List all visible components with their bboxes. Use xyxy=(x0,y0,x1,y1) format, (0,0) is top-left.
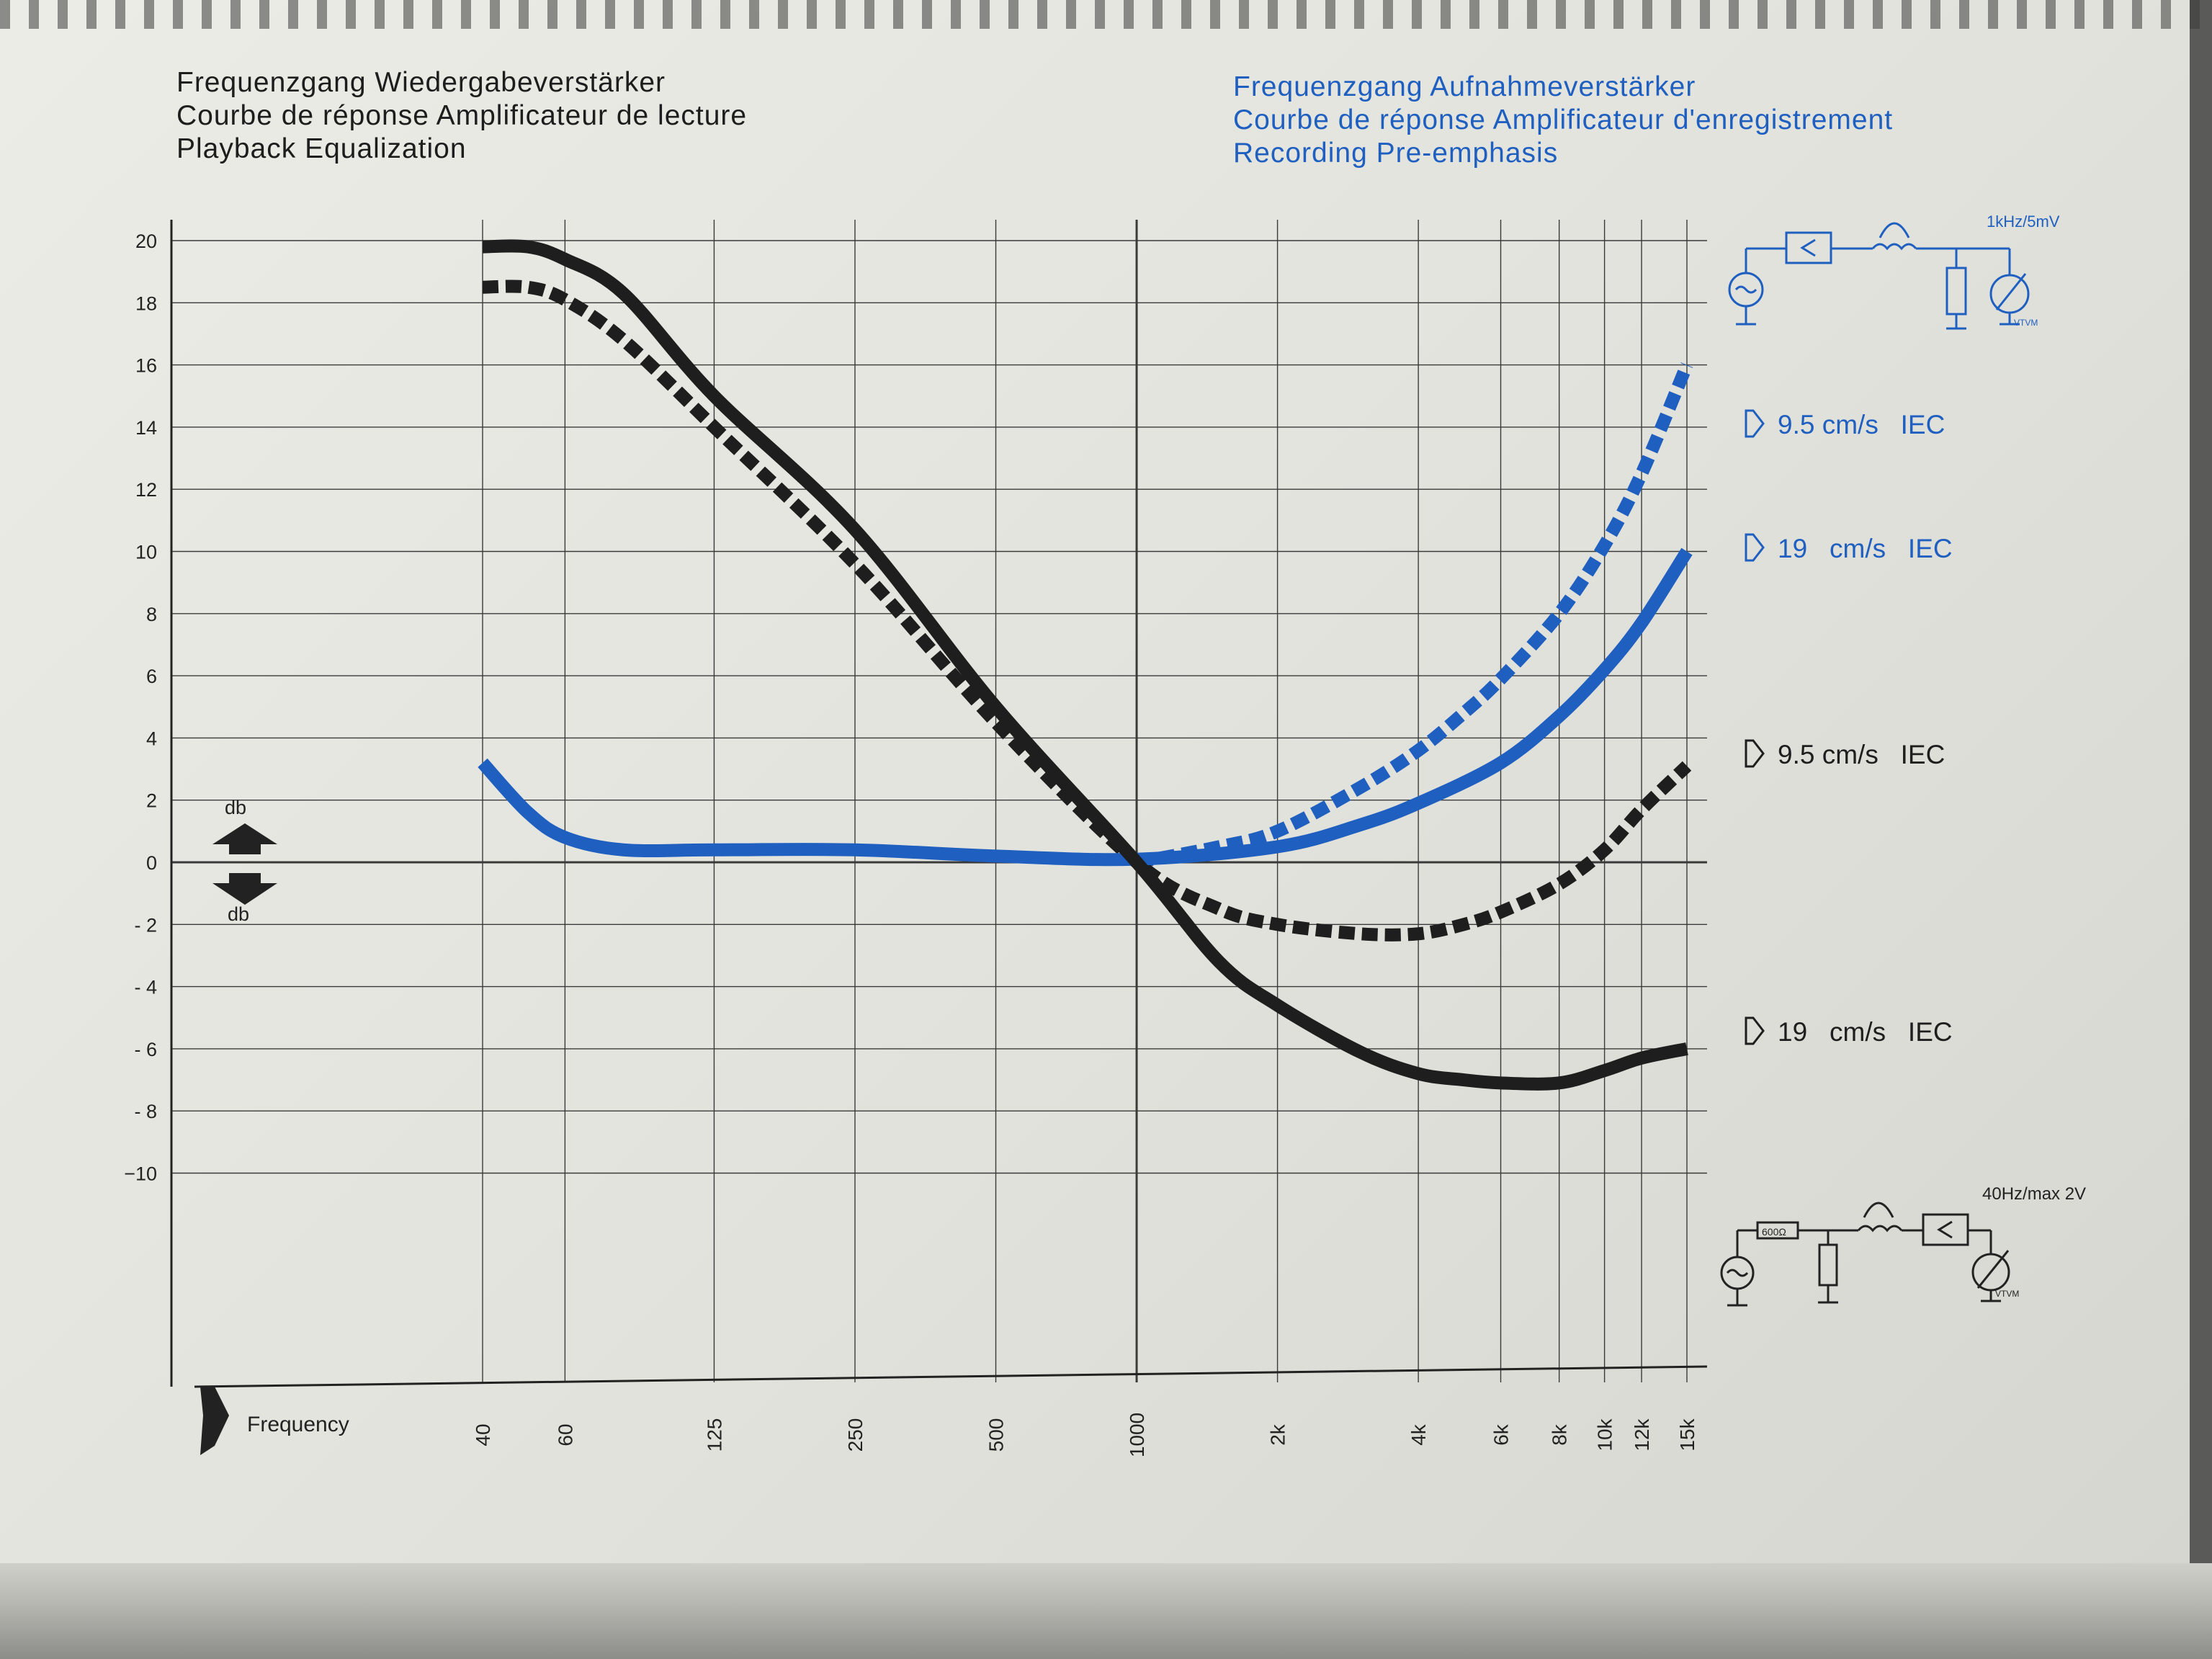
y-tick-label: - 4 xyxy=(134,977,157,998)
x-tick-label: 12k xyxy=(1631,1418,1653,1451)
y-tick-label: −10 xyxy=(124,1163,157,1185)
series-marker-icon xyxy=(1745,409,1765,438)
title-left-de: Frequenzgang Wiedergabeverstärker xyxy=(176,67,666,98)
series-label-playback: 9.5 cm/s IEC xyxy=(1778,740,1945,769)
tape-head-icon xyxy=(1871,243,1917,251)
title-left-en: Playback Equalization xyxy=(176,133,467,164)
y-tick-label: 10 xyxy=(135,542,157,563)
x-tick-label: 40 xyxy=(472,1423,494,1446)
y-tick-label: 8 xyxy=(146,604,157,625)
db-indicator: db db xyxy=(212,797,277,925)
spiral-binding xyxy=(0,0,2212,29)
x-tick-label: 125 xyxy=(703,1418,725,1452)
resistor-icon xyxy=(1945,267,1967,316)
series-marker-icon xyxy=(1745,1016,1765,1045)
tape-head-icon xyxy=(1857,1225,1903,1233)
y-tick-label: - 6 xyxy=(134,1039,157,1060)
vtvm-label-top: VTVM xyxy=(2014,318,2038,328)
amplifier-icon xyxy=(1785,231,1832,264)
page-stack-edge xyxy=(0,1563,2212,1659)
y-tick-label: 4 xyxy=(146,728,157,749)
x-tick-label: 2k xyxy=(1267,1423,1289,1446)
y-tick-label: 14 xyxy=(135,417,157,439)
amplifier-icon xyxy=(1922,1213,1969,1246)
y-tick-label: 20 xyxy=(135,231,157,252)
title-right-fr: Courbe de réponse Amplificateur d'enregi… xyxy=(1233,104,1894,135)
curve-playback-dashed-2 xyxy=(482,280,1692,942)
series-label-recording: 9.5 cm/s IEC xyxy=(1778,410,1945,439)
db-up-label: db xyxy=(225,797,246,818)
circuit-bottom-label: 40Hz/max 2V xyxy=(1982,1184,2086,1204)
y-tick-label: 6 xyxy=(146,666,157,687)
series-labels: 9.5 cm/s IEC 19 cm/s IEC 9.5 cm/s IEC 19 cm… xyxy=(1745,409,1953,1047)
arrow-down-icon xyxy=(212,873,277,905)
y-tick-label: 12 xyxy=(135,479,157,501)
x-tick-label: 6k xyxy=(1490,1423,1513,1446)
title-right-en: Recording Pre-emphasis xyxy=(1233,138,1559,169)
series-marker-icon xyxy=(1745,739,1765,768)
title-left-fr: Courbe de réponse Amplificateur de lectu… xyxy=(176,100,748,131)
x-tick-label: 10k xyxy=(1594,1418,1616,1451)
db-down-label: db xyxy=(228,903,249,925)
x-tick-label: 500 xyxy=(985,1418,1008,1452)
y-tick-label: 18 xyxy=(135,292,157,314)
y-tick-label: 2 xyxy=(146,790,157,812)
curve-recording-dashed-0 xyxy=(1135,362,1693,869)
title-right-de: Frequenzgang Aufnahmeverstärker xyxy=(1233,71,1696,102)
series-label-recording: 19 cm/s IEC xyxy=(1778,534,1953,563)
bottom-axis-line xyxy=(194,1365,1708,1388)
vtvm-label-bottom: VTVM xyxy=(1995,1289,2019,1299)
x-tick-label: 1000 xyxy=(1126,1413,1148,1457)
arrow-up-icon xyxy=(212,823,277,854)
series-label-playback: 19 cm/s IEC xyxy=(1778,1017,1953,1047)
frequency-axis-label: Frequency xyxy=(200,1387,349,1455)
arrow-right-icon xyxy=(200,1387,229,1455)
y-tick-label: 16 xyxy=(135,355,157,377)
x-tick-label: 8k xyxy=(1549,1423,1571,1446)
circuit-top-label: 1kHz/5mV xyxy=(1987,213,2060,231)
y-tick-label: 0 xyxy=(146,852,157,874)
series-marker-icon xyxy=(1745,533,1765,562)
x-tick-label: 15k xyxy=(1676,1418,1698,1451)
x-axis-title: Frequency xyxy=(247,1413,349,1436)
x-tick-label: 4k xyxy=(1407,1423,1430,1446)
x-tick-label: 250 xyxy=(844,1418,867,1452)
response-curves xyxy=(478,239,1693,1091)
circuit-diagram-bottom: 40Hz/max 2V 600Ω VTVM xyxy=(1720,1184,2086,1307)
y-tick-label: - 2 xyxy=(134,914,157,936)
x-tick-labels: 40 60 125 250 500 1000 2k 4k 6k 8k 10k 12k 15k xyxy=(472,1413,1698,1457)
curve-recording-solid-1 xyxy=(478,547,1693,867)
chart-grid xyxy=(170,220,1708,1388)
resistor-600-label: 600Ω xyxy=(1762,1226,1786,1238)
curve-playback-solid-3 xyxy=(482,239,1688,1091)
x-tick-label: 60 xyxy=(554,1423,576,1446)
circuit-diagram-top: 1kHz/5mV VTVM xyxy=(1728,213,2060,330)
playback-titles: Frequenzgang Wiedergabeverstärker Courbe… xyxy=(176,66,747,166)
recording-titles: Frequenzgang Aufnahmeverstärker Courbe d… xyxy=(1233,71,1893,170)
y-tick-label: - 8 xyxy=(134,1101,157,1122)
resistor-shunt-icon xyxy=(1818,1243,1838,1287)
